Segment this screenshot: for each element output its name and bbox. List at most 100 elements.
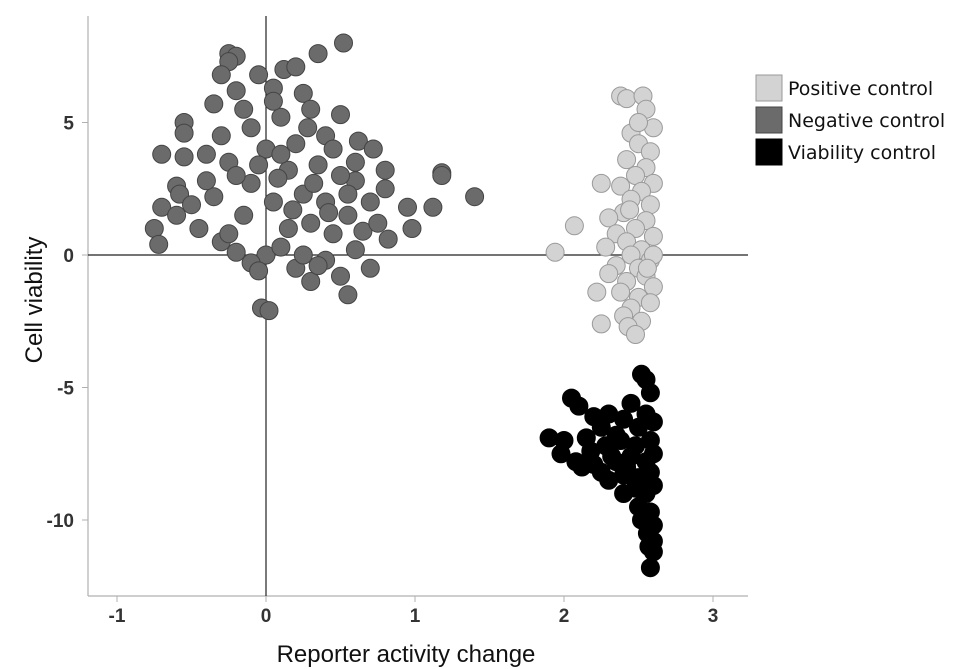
data-point — [626, 219, 645, 238]
x-tick-label: 1 — [410, 606, 421, 627]
data-point — [278, 219, 298, 238]
data-point — [345, 240, 365, 260]
data-point — [599, 208, 619, 228]
series-viability-control — [539, 364, 663, 578]
x-tick-label: 3 — [708, 606, 719, 627]
data-point — [331, 266, 350, 286]
data-point — [149, 234, 169, 254]
data-point — [283, 200, 303, 220]
y-tick-label: 5 — [63, 114, 74, 135]
data-point — [626, 325, 645, 344]
data-point — [375, 179, 395, 199]
data-point — [249, 155, 269, 175]
data-point — [360, 258, 380, 278]
data-point — [360, 192, 380, 212]
data-point — [293, 83, 313, 103]
data-point — [308, 155, 328, 175]
data-point — [611, 282, 631, 302]
data-point — [643, 444, 663, 464]
data-point — [268, 168, 288, 188]
data-point — [226, 81, 246, 101]
data-point — [189, 219, 209, 238]
data-point — [170, 184, 190, 204]
data-point — [196, 144, 216, 164]
data-point — [259, 301, 279, 321]
data-point — [620, 200, 640, 220]
data-point — [551, 444, 571, 464]
data-point — [249, 65, 269, 85]
data-point — [353, 221, 373, 241]
legend-label: Positive control — [788, 78, 933, 100]
data-point — [640, 142, 660, 162]
data-point — [334, 33, 353, 53]
data-point — [640, 293, 660, 313]
data-point — [331, 166, 350, 185]
data-point — [617, 150, 637, 170]
data-point — [308, 256, 328, 276]
data-point — [319, 203, 339, 223]
data-point — [402, 219, 422, 238]
data-point — [241, 173, 261, 193]
data-point — [174, 147, 194, 167]
data-point — [249, 261, 269, 281]
data-point — [611, 176, 631, 196]
legend-swatch — [755, 74, 783, 102]
data-point — [293, 245, 313, 265]
data-point — [345, 152, 365, 172]
data-point — [614, 409, 634, 429]
data-point — [591, 314, 611, 334]
data-point — [226, 242, 246, 262]
x-axis-ticks: -1 0 1 2 3 — [109, 596, 719, 627]
data-point — [286, 134, 306, 154]
data-point — [643, 412, 663, 432]
data-point — [564, 216, 584, 236]
data-point — [167, 205, 187, 225]
data-point — [144, 219, 164, 238]
data-point — [640, 558, 660, 578]
data-point — [363, 139, 383, 159]
data-point — [204, 94, 224, 114]
data-point — [331, 105, 350, 125]
data-point — [271, 144, 291, 164]
y-tick-label: 0 — [63, 246, 74, 267]
legend: Positive control Negative control Viabilit… — [755, 74, 945, 166]
x-axis-label: Reporter activity change — [277, 641, 536, 668]
data-point — [263, 91, 283, 111]
data-point — [629, 113, 648, 132]
data-point — [423, 197, 443, 217]
data-point — [621, 393, 641, 413]
series-negative-control — [144, 33, 485, 321]
data-point — [643, 476, 663, 495]
legend-label: Negative control — [788, 110, 945, 132]
data-point — [348, 131, 368, 151]
data-point — [301, 213, 321, 233]
data-point — [241, 118, 261, 138]
x-tick-label: -1 — [109, 606, 126, 627]
legend-swatch — [755, 138, 783, 166]
data-point — [643, 277, 663, 297]
data-point — [591, 173, 611, 193]
data-point — [643, 542, 663, 562]
data-point — [263, 192, 283, 212]
data-point — [338, 184, 358, 204]
data-point — [301, 272, 321, 291]
data-point — [182, 195, 201, 215]
legend-swatch — [755, 106, 783, 134]
data-point — [271, 237, 291, 257]
y-axis-ticks: 5 0 -5 -10 — [47, 114, 88, 532]
data-point — [338, 285, 358, 305]
data-point — [211, 65, 231, 85]
plot-frame — [87, 16, 748, 597]
data-point — [298, 118, 318, 138]
y-tick-label: -5 — [57, 379, 74, 400]
data-point — [211, 126, 231, 146]
data-point — [378, 229, 398, 249]
data-point — [626, 166, 645, 185]
data-point — [368, 213, 388, 233]
x-tick-label: 0 — [261, 606, 272, 627]
data-point — [323, 224, 343, 244]
data-point — [640, 195, 660, 215]
data-point — [304, 173, 324, 193]
data-point — [587, 282, 607, 302]
